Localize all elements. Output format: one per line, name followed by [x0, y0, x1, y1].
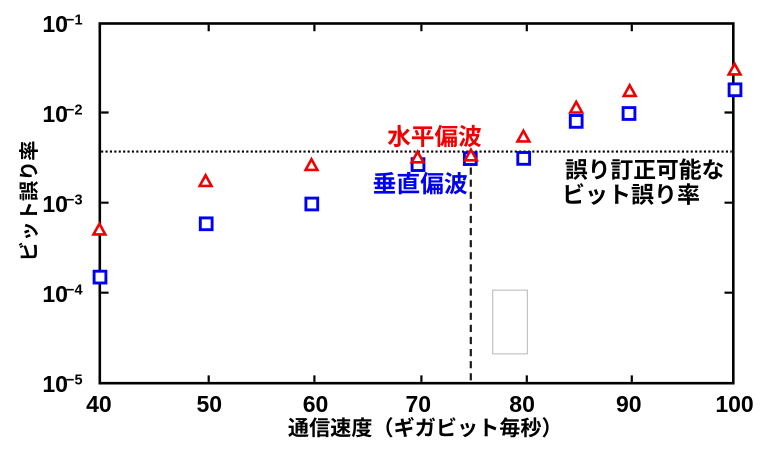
svg-text:100: 100: [715, 391, 753, 417]
svg-text:−3: −3: [66, 193, 83, 209]
svg-text:80: 80: [509, 391, 535, 417]
svg-text:−4: −4: [66, 283, 83, 299]
svg-text:70: 70: [406, 391, 432, 417]
svg-text:−5: −5: [66, 373, 83, 389]
svg-text:10: 10: [42, 191, 68, 217]
svg-text:10: 10: [42, 371, 68, 397]
svg-text:10: 10: [42, 281, 68, 307]
svg-text:90: 90: [616, 391, 642, 417]
svg-text:40: 40: [86, 391, 112, 417]
svg-text:−1: −1: [66, 12, 83, 28]
svg-text:10: 10: [42, 101, 68, 127]
svg-text:10: 10: [42, 11, 68, 37]
svg-text:−2: −2: [66, 102, 83, 118]
svg-text:60: 60: [303, 391, 329, 417]
svg-text:50: 50: [197, 391, 223, 417]
